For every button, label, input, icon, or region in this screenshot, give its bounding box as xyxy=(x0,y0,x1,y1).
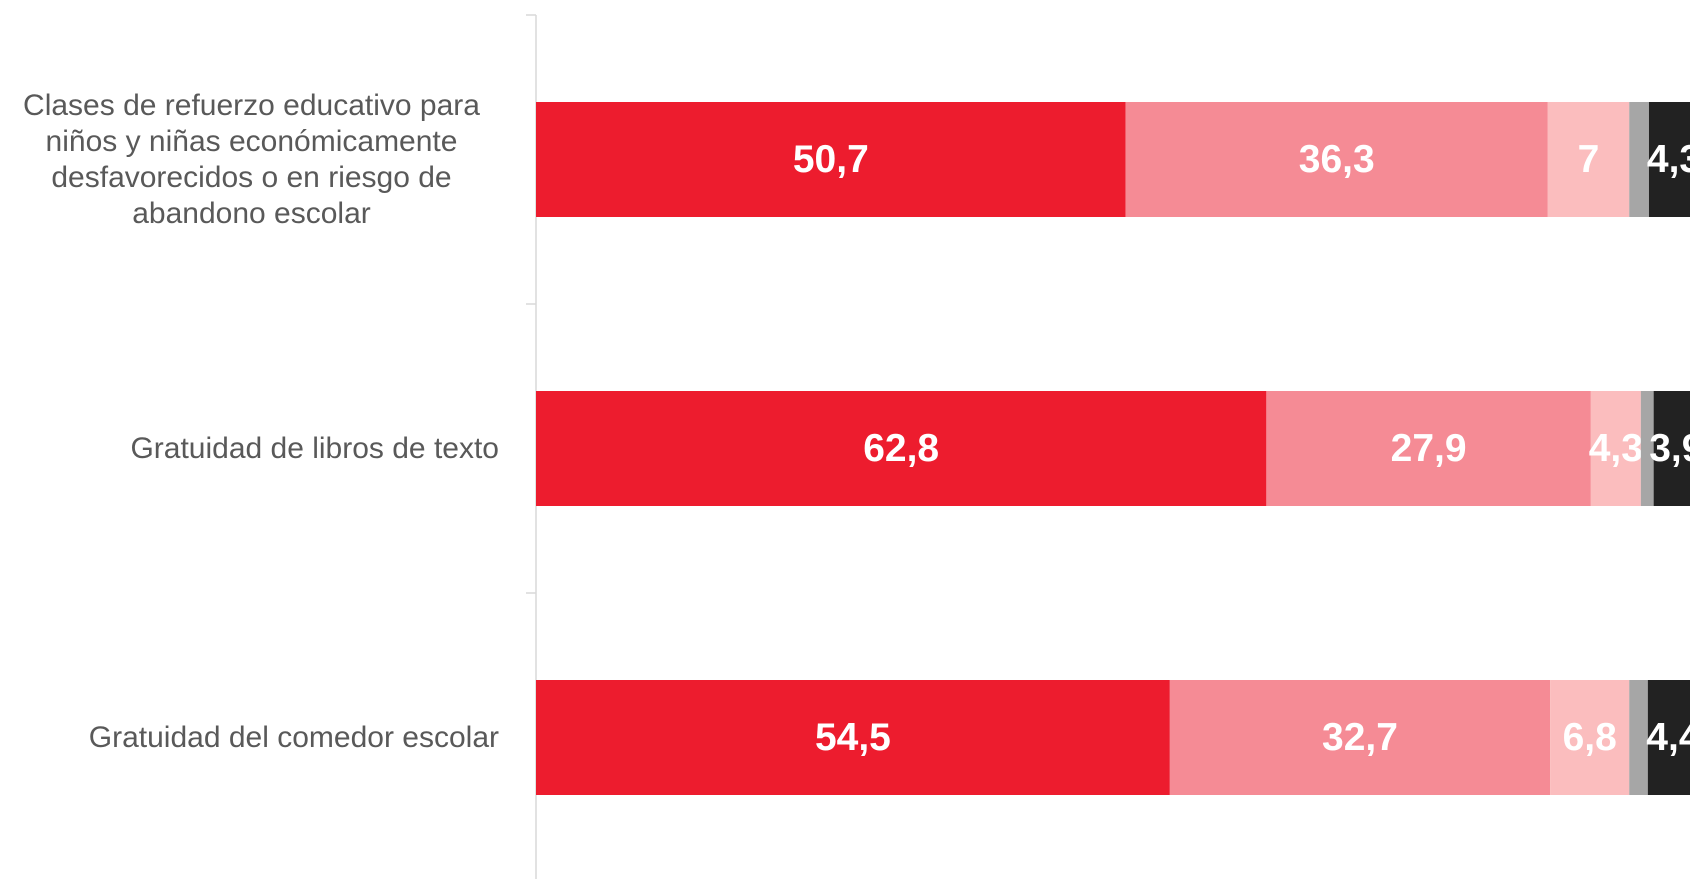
value-label: 4,4 xyxy=(1646,716,1690,759)
bar-segment xyxy=(1629,102,1649,217)
bar-segment xyxy=(1547,102,1630,217)
bar-segment xyxy=(1266,391,1591,506)
category-text: Gratuidad de libros de texto xyxy=(130,431,499,465)
value-label: 6,8 xyxy=(1563,716,1617,759)
bar-segment xyxy=(1550,680,1630,795)
bar-segment xyxy=(1648,102,1690,217)
value-label: 50,7 xyxy=(793,138,869,181)
value-label: 54,5 xyxy=(815,716,891,759)
bar-segment xyxy=(1125,102,1548,217)
bar-segment xyxy=(536,391,1267,506)
value-label: 4,3 xyxy=(1647,138,1690,181)
category-label: Gratuidad de libros de texto xyxy=(0,431,499,467)
category-text: Gratuidad del comedor escolar xyxy=(88,720,499,754)
value-label: 3,9 xyxy=(1649,427,1690,470)
value-label: 32,7 xyxy=(1322,716,1398,759)
bar-segment xyxy=(1640,391,1654,506)
bar-segment xyxy=(1653,391,1690,506)
value-label: 36,3 xyxy=(1299,138,1375,181)
bar-segment xyxy=(536,102,1126,217)
bar-segment xyxy=(1169,680,1551,795)
bar-segment xyxy=(1629,680,1648,795)
value-label: 27,9 xyxy=(1391,427,1467,470)
value-label: 62,8 xyxy=(863,427,939,470)
bar-segment xyxy=(1647,680,1690,795)
value-label: 7 xyxy=(1578,138,1600,181)
category-text: Clases de refuerzo educativo para niños … xyxy=(23,88,480,230)
category-label: Clases de refuerzo educativo para niños … xyxy=(0,88,499,232)
category-label: Gratuidad del comedor escolar xyxy=(0,720,499,756)
value-label: 4,3 xyxy=(1589,427,1643,470)
bar-segment xyxy=(1590,391,1641,506)
bar-segment xyxy=(536,680,1170,795)
